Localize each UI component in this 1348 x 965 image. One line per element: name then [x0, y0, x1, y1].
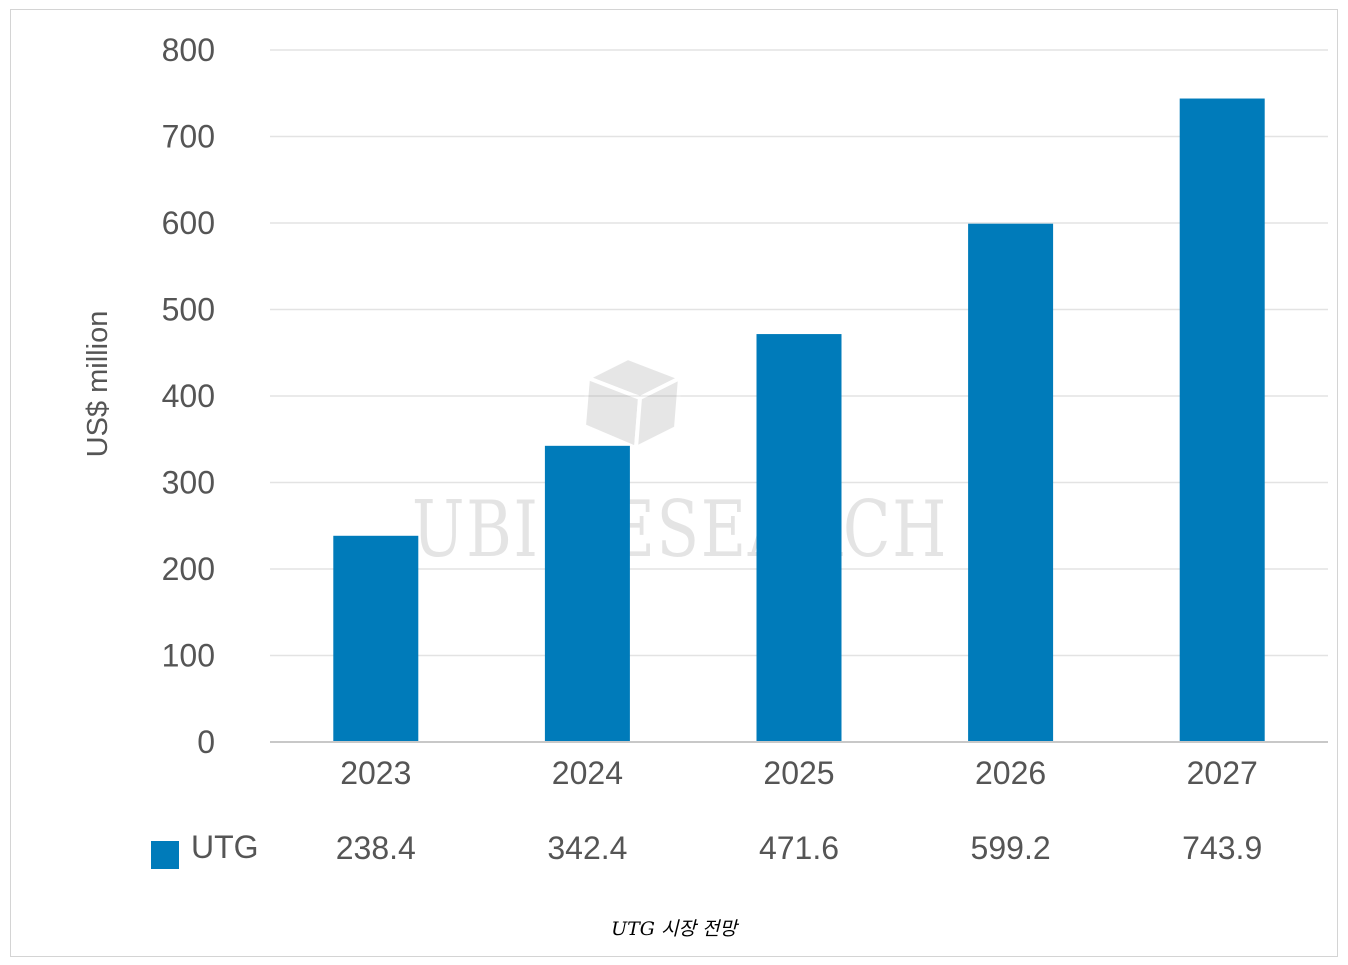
bar-2027 [1179, 98, 1265, 743]
figure-caption: UTG 시장 전망 [611, 918, 737, 940]
x-tick-label: 2026 [975, 755, 1046, 791]
value-label: 743.9 [1182, 830, 1262, 866]
y-tick-label: 300 [162, 465, 215, 501]
legend-label: UTG [191, 829, 259, 865]
value-label: 238.4 [336, 830, 416, 866]
y-tick-label: 700 [162, 119, 215, 155]
watermark-logo: UBI RESEARCH [412, 355, 948, 575]
gridlines [270, 49, 1328, 657]
legend-swatch [151, 841, 179, 869]
utg-bar-chart: 0 100 200 300 400 500 600 700 800 US$ million UB… [82, 32, 1328, 869]
x-tick-label: 2025 [763, 755, 834, 791]
data-table-values: 238.4 342.4 471.6 599.2 743.9 [336, 830, 1262, 866]
bar-2024 [544, 445, 630, 742]
y-tick-label: 0 [197, 724, 215, 760]
y-tick-label: 600 [162, 205, 215, 241]
y-tick-label: 200 [162, 551, 215, 587]
y-axis-tick-labels: 0 100 200 300 400 500 600 700 800 [162, 32, 215, 760]
bar-2026 [968, 223, 1054, 742]
x-tick-label: 2023 [340, 755, 411, 791]
x-tick-label: 2024 [552, 755, 623, 791]
y-tick-label: 400 [162, 378, 215, 414]
watermark-text: UBI RESEARCH [412, 485, 948, 575]
y-tick-label: 800 [162, 32, 215, 68]
value-label: 342.4 [547, 830, 627, 866]
watermark-cube-icon [581, 355, 685, 452]
x-axis-tick-labels: 2023 2024 2025 2026 2027 [340, 755, 1258, 791]
y-tick-label: 100 [162, 638, 215, 674]
bars [333, 98, 1265, 743]
value-label: 471.6 [759, 830, 839, 866]
y-tick-label: 500 [162, 292, 215, 328]
figure-frame [10, 9, 1338, 957]
x-tick-label: 2027 [1187, 755, 1258, 791]
bar-2023 [333, 535, 419, 742]
y-axis-label: US$ million [82, 311, 114, 458]
bar-2025 [756, 334, 842, 742]
legend-utg: UTG [151, 829, 259, 869]
value-label: 599.2 [971, 830, 1051, 866]
